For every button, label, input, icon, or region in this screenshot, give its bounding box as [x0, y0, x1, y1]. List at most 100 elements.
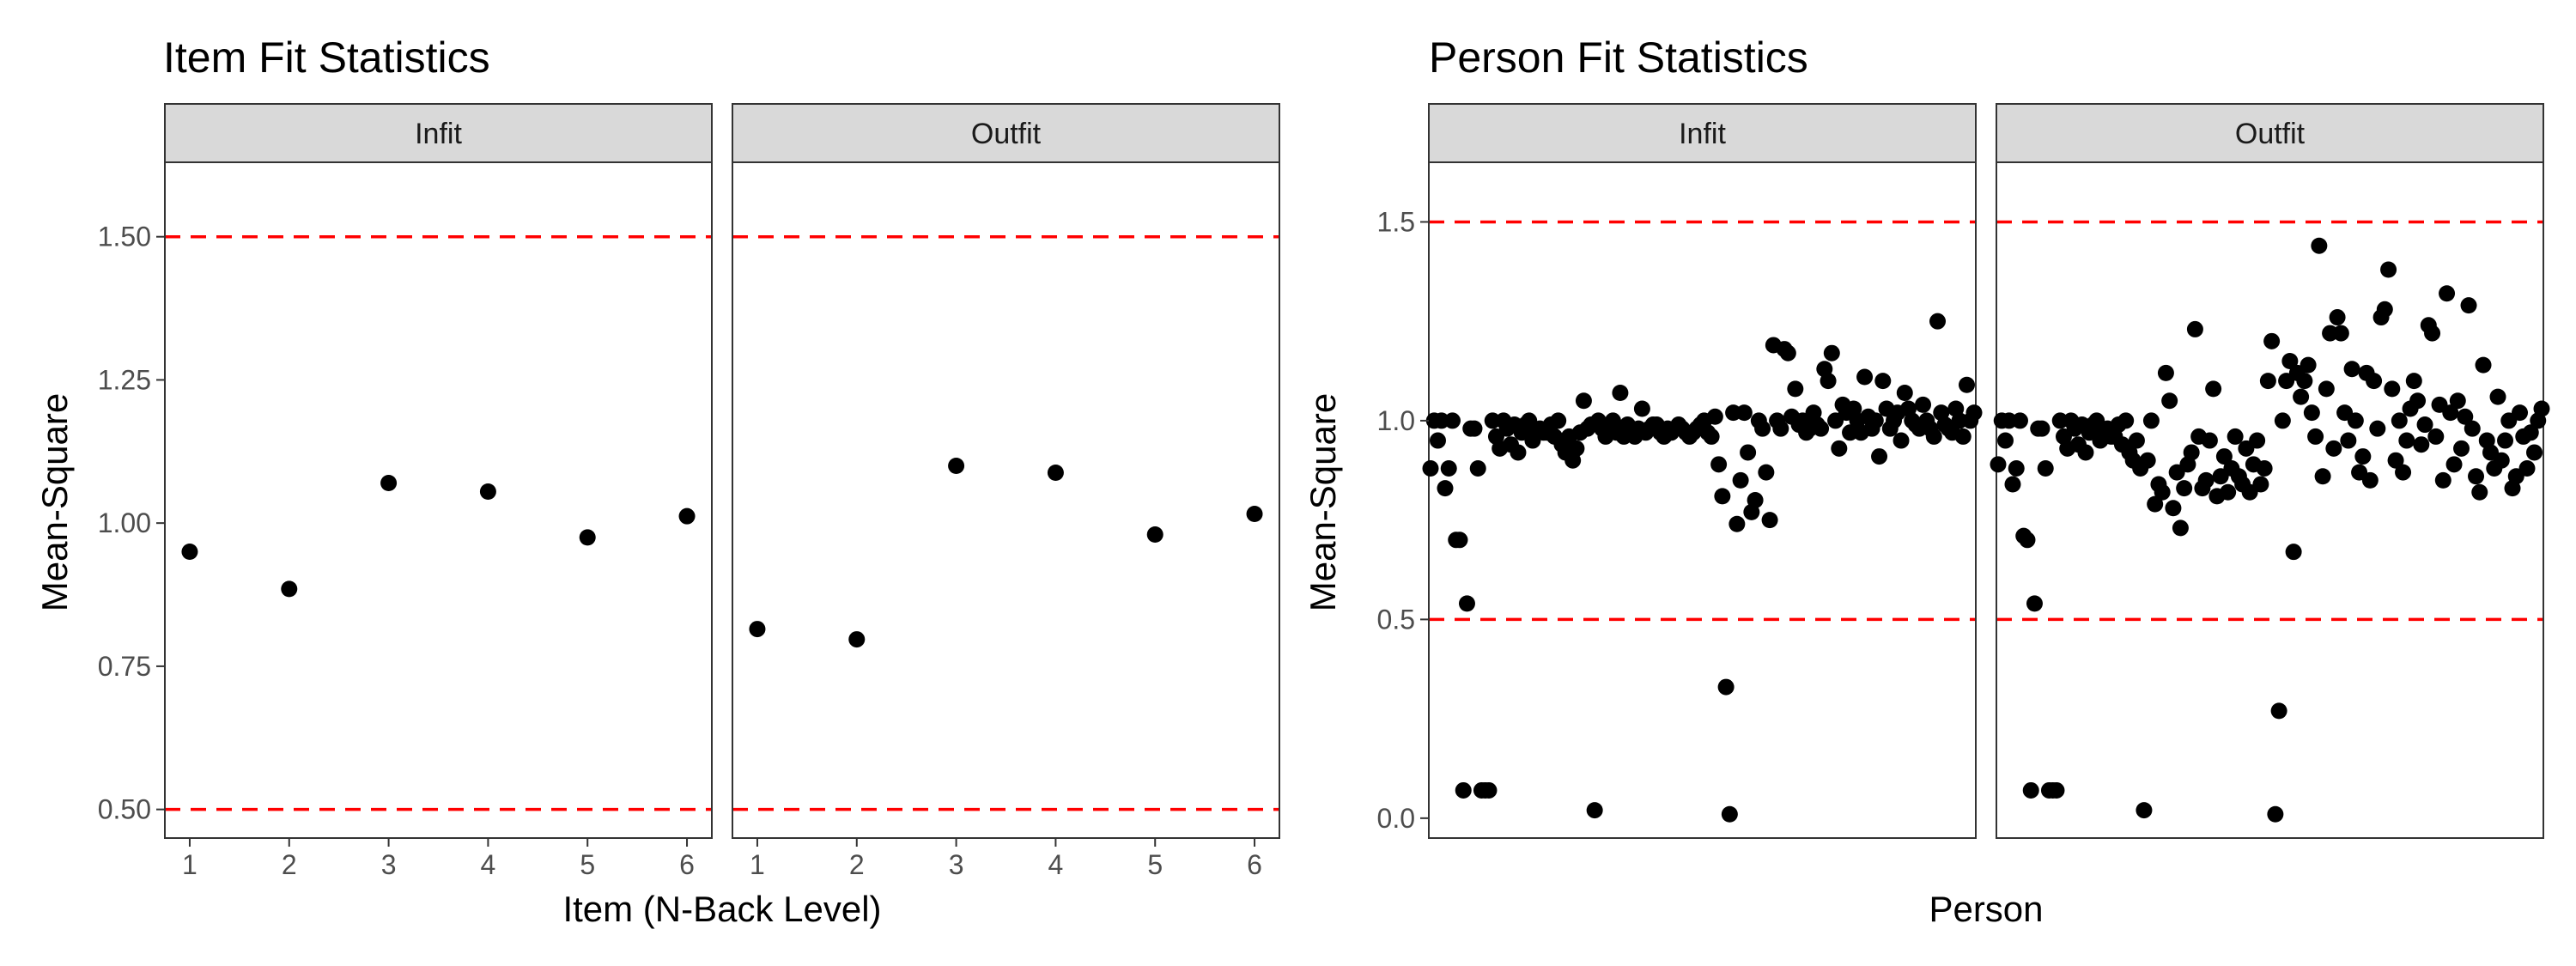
person-infit-point-131 [1896, 385, 1913, 402]
item-fit-title: Item Fit Statistics [163, 33, 490, 82]
person-infit-point-108 [1813, 420, 1830, 437]
person-infit-point-78 [1703, 428, 1720, 445]
person-infit-point-120 [1856, 368, 1874, 386]
person-infit-point-14 [1469, 459, 1486, 477]
person-outfit-point-14 [2037, 459, 2054, 477]
person-infit-point-125 [1874, 373, 1892, 390]
person-outfit-point-112 [2395, 464, 2412, 481]
person-outfit-strip-label: Outfit [2235, 118, 2306, 150]
person-outfit-point-147 [2522, 424, 2539, 441]
person-infit-point-97 [1772, 420, 1789, 437]
person-outfit-point-13 [2033, 420, 2050, 437]
person-infit-point-5 [1437, 480, 1454, 497]
item-infit-panel [164, 161, 713, 839]
person-infit-point-124 [1871, 448, 1888, 465]
item-y-tick-label-1: 1.00 [98, 507, 151, 538]
person-outfit-point-1 [1990, 456, 2007, 473]
item-infit-strip: Infit [164, 103, 713, 163]
person-outfit-point-150 [2533, 400, 2550, 417]
person-outfit-point-91 [2318, 380, 2335, 398]
person-outfit-point-77 [2267, 805, 2284, 823]
person-infit-point-17 [1480, 781, 1498, 799]
person-outfit-point-146 [2518, 459, 2536, 477]
person-infit-point-81 [1714, 488, 1731, 505]
person-outfit-point-87 [2303, 404, 2320, 422]
person-outfit-point-89 [2311, 237, 2328, 254]
person-infit-point-41 [1568, 440, 1585, 457]
item-outfit-x-tick-label-2: 2 [849, 849, 865, 880]
person-outfit-point-11 [2026, 595, 2043, 612]
person-infit-point-148 [1959, 376, 1976, 393]
person-outfit-point-124 [2439, 285, 2456, 302]
person-infit-point-101 [1787, 380, 1804, 398]
person-outfit-point-134 [2475, 356, 2492, 374]
person-outfit-point-94 [2329, 309, 2346, 326]
person-outfit-point-120 [2424, 325, 2441, 342]
person-outfit-point-79 [2274, 412, 2291, 429]
person-outfit-point-139 [2493, 452, 2510, 469]
item-y-tick-label-1.25: 1.25 [98, 364, 151, 395]
person-outfit-point-90 [2314, 468, 2331, 485]
person-outfit-point-101 [2354, 448, 2372, 465]
person-outfit-point-85 [2296, 373, 2313, 390]
item-outfit-x-tick-label-6: 6 [1247, 849, 1262, 880]
item-outfit-panel-border [732, 161, 1280, 839]
item-infit-point-5 [579, 529, 596, 546]
person-outfit-point-109 [2384, 380, 2401, 398]
person-outfit-point-130 [2460, 297, 2477, 314]
person-outfit-point-125 [2442, 404, 2459, 422]
person-outfit-point-82 [2285, 544, 2302, 561]
person-outfit-point-5 [2004, 476, 2021, 493]
item-outfit-strip-label: Outfit [971, 118, 1042, 150]
person-infit-point-25 [1510, 444, 1527, 461]
person-outfit-panel [1990, 161, 2550, 839]
person-outfit-point-104 [2366, 373, 2383, 390]
item-infit-strip-label: Infit [415, 118, 462, 150]
person-infit-strip-label: Infit [1679, 118, 1726, 150]
item-y-tick-label-0.5: 0.50 [98, 794, 151, 825]
person-infit-point-43 [1575, 392, 1592, 410]
person-outfit-point-66 [2227, 428, 2244, 445]
person-infit-point-93 [1758, 464, 1775, 481]
person-outfit-point-39 [2128, 432, 2145, 449]
item-outfit-point-2 [848, 631, 866, 648]
person-x-axis-title: Person [1929, 889, 2043, 929]
person-outfit-point-36 [2117, 412, 2135, 429]
person-infit-point-150 [1965, 404, 1983, 422]
item-outfit-x-tick-label-1: 1 [750, 849, 765, 880]
item-infit-x-tick-label-3: 3 [381, 849, 397, 880]
person-outfit-point-41 [2136, 802, 2153, 819]
person-infit-panel-border [1428, 161, 1977, 839]
item-outfit-x-tick-label-4: 4 [1048, 849, 1064, 880]
person-outfit-point-3 [1996, 432, 2014, 449]
person-infit-point-82 [1717, 678, 1735, 696]
person-outfit-point-129 [2457, 408, 2474, 425]
person-infit-point-87 [1735, 404, 1753, 422]
person-outfit-point-72 [2249, 432, 2266, 449]
person-outfit-point-133 [2471, 483, 2488, 501]
person-infit-point-53 [1612, 385, 1629, 402]
person-infit-point-139 [1925, 428, 1942, 445]
person-infit-point-90 [1747, 492, 1764, 508]
person-outfit-point-138 [2489, 388, 2506, 405]
item-y-tick-label-0.75: 0.75 [98, 651, 151, 682]
person-outfit-point-75 [2259, 373, 2276, 390]
person-infit-point-59 [1633, 400, 1650, 417]
person-infit-point-123 [1867, 412, 1884, 429]
person-outfit-point-74 [2256, 459, 2273, 477]
person-outfit-point-9 [2019, 532, 2036, 549]
person-outfit-point-144 [2512, 404, 2529, 422]
person-y-axis-title: Mean-Square [1303, 393, 1343, 611]
person-infit-point-88 [1740, 444, 1757, 461]
person-outfit-point-64 [2220, 483, 2237, 501]
person-outfit-point-44 [2147, 495, 2164, 513]
person-outfit-point-127 [2449, 392, 2466, 410]
person-outfit-point-49 [2165, 500, 2182, 517]
person-outfit-point-93 [2325, 440, 2342, 457]
person-outfit-point-47 [2157, 364, 2174, 381]
item-infit-point-1 [181, 544, 198, 561]
person-outfit-point-76 [2263, 332, 2281, 349]
person-outfit-point-99 [2347, 412, 2364, 429]
person-outfit-panel-border [1996, 161, 2544, 839]
item-infit-point-4 [479, 483, 496, 500]
